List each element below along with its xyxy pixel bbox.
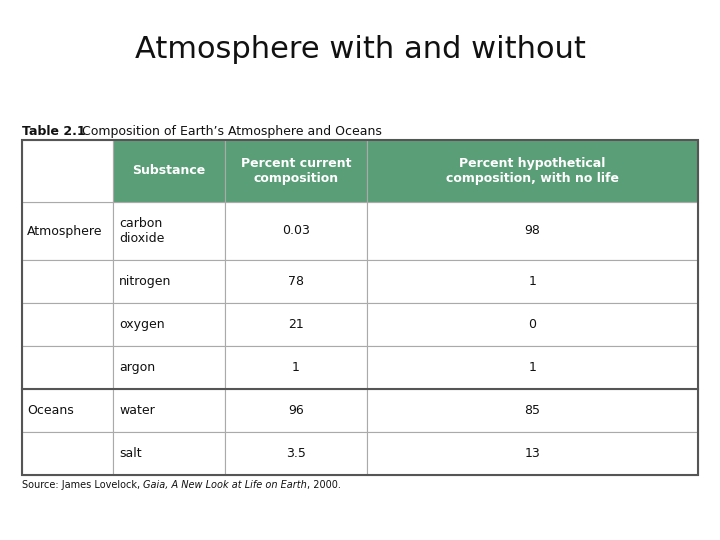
Text: Oceans: Oceans — [27, 404, 73, 417]
Bar — [225, 432, 366, 475]
Bar — [225, 202, 366, 260]
Bar — [366, 432, 698, 475]
Text: salt: salt — [120, 447, 142, 460]
Bar — [366, 389, 698, 432]
Bar — [113, 140, 225, 202]
Text: 1: 1 — [528, 275, 536, 288]
Bar — [225, 346, 366, 389]
Bar — [113, 346, 225, 389]
Text: 0: 0 — [528, 318, 536, 331]
Bar — [22, 303, 113, 346]
Bar — [366, 140, 698, 202]
Bar — [22, 260, 113, 303]
Text: argon: argon — [120, 361, 156, 374]
Bar — [366, 202, 698, 260]
Text: 3.5: 3.5 — [286, 447, 306, 460]
Bar — [366, 260, 698, 303]
Bar — [225, 140, 366, 202]
Bar — [113, 260, 225, 303]
Text: Substance: Substance — [132, 165, 206, 178]
Text: water: water — [120, 404, 155, 417]
Text: carbon
dioxide: carbon dioxide — [120, 217, 165, 245]
Bar — [22, 140, 698, 475]
Text: 78: 78 — [288, 275, 304, 288]
Text: 96: 96 — [288, 404, 304, 417]
Bar — [225, 260, 366, 303]
Text: nitrogen: nitrogen — [120, 275, 171, 288]
Bar — [113, 432, 225, 475]
Text: Atmosphere: Atmosphere — [27, 225, 102, 238]
Bar — [113, 303, 225, 346]
Text: 1: 1 — [292, 361, 300, 374]
Bar — [225, 303, 366, 346]
Text: oxygen: oxygen — [120, 318, 165, 331]
Bar — [366, 303, 698, 346]
Bar — [113, 202, 225, 260]
Text: 85: 85 — [524, 404, 541, 417]
Text: 21: 21 — [288, 318, 304, 331]
Bar — [225, 389, 366, 432]
Text: Gaia, A New Look at Life on Earth: Gaia, A New Look at Life on Earth — [143, 480, 307, 490]
Bar — [366, 346, 698, 389]
Text: Composition of Earth’s Atmosphere and Oceans: Composition of Earth’s Atmosphere and Oc… — [74, 125, 382, 138]
Text: 98: 98 — [524, 225, 540, 238]
Bar — [22, 432, 113, 475]
Text: 13: 13 — [524, 447, 540, 460]
Text: Table 2.1: Table 2.1 — [22, 125, 86, 138]
Bar — [22, 140, 113, 202]
Text: Percent current
composition: Percent current composition — [240, 157, 351, 185]
Text: 0.03: 0.03 — [282, 225, 310, 238]
Bar — [113, 389, 225, 432]
Text: Source: James Lovelock,: Source: James Lovelock, — [22, 480, 143, 490]
Bar — [22, 346, 113, 389]
Text: Percent hypothetical
composition, with no life: Percent hypothetical composition, with n… — [446, 157, 619, 185]
Text: 1: 1 — [528, 361, 536, 374]
Bar — [22, 389, 113, 432]
Text: , 2000.: , 2000. — [307, 480, 341, 490]
Text: Atmosphere with and without: Atmosphere with and without — [135, 35, 585, 64]
Bar — [22, 202, 113, 260]
